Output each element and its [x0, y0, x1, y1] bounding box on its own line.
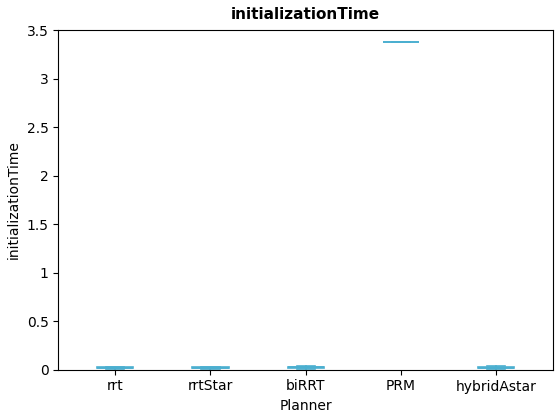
Y-axis label: initializationTime: initializationTime: [7, 140, 21, 260]
Title: initializationTime: initializationTime: [231, 7, 380, 22]
X-axis label: Planner: Planner: [279, 399, 332, 413]
